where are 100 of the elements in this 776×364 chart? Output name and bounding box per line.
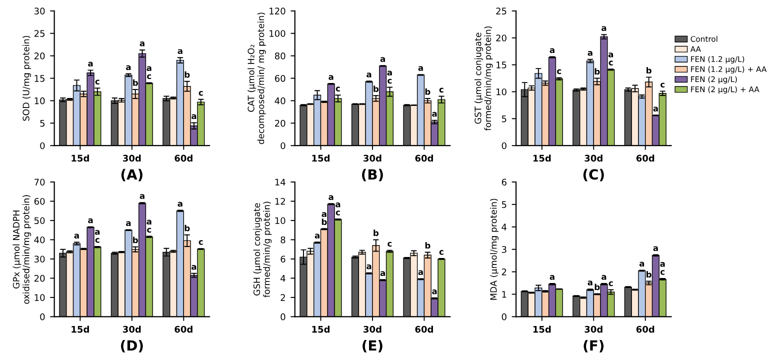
y-tick-label: 0 <box>502 142 506 150</box>
data-label: b <box>425 88 430 95</box>
y-tick-label: 10 <box>34 294 45 301</box>
y-axis-title: CAT (µmol H₂O₂ decomposed/min/ mg protein) <box>248 12 266 144</box>
data-label: c <box>95 80 100 84</box>
y-tick-label: 2 <box>502 268 506 276</box>
y-tick-label: 1 <box>502 291 506 298</box>
y-tick-label: 50 <box>34 217 45 224</box>
data-label: a <box>653 246 658 252</box>
data-label: b <box>184 224 190 232</box>
data-label: a c <box>387 70 392 84</box>
y-tick-label: 10 <box>496 88 506 96</box>
y-tick-label: 0 <box>502 313 506 320</box>
x-tick-label: 15d <box>312 154 330 162</box>
x-tick-label: 30d <box>584 154 602 162</box>
data-label: a <box>192 114 196 120</box>
data-label: a <box>418 66 423 71</box>
x-tick-label: 15d <box>72 154 89 162</box>
data-label: a b <box>322 212 327 226</box>
y-tick-label: 60 <box>274 74 286 82</box>
data-label: a <box>140 42 144 46</box>
data-label: a <box>653 106 658 112</box>
y-tick-label: 12 <box>275 198 285 205</box>
y-tick-label: 3 <box>502 246 506 253</box>
data-label: a <box>328 195 334 200</box>
data-label: c <box>198 90 203 96</box>
y-tick-label: 100 <box>270 30 286 37</box>
y-tick-label: 0 <box>280 313 286 320</box>
data-label: a <box>140 194 144 199</box>
y-tick-label: 20 <box>34 274 45 282</box>
x-axis-title: (C) <box>583 168 604 182</box>
data-label: a <box>366 264 372 270</box>
data-label: a <box>550 275 554 280</box>
x-tick-label: 60d <box>636 326 654 333</box>
y-tick-label: 20 <box>34 52 45 60</box>
data-label: a c <box>608 52 614 66</box>
x-tick-label: 60d <box>174 154 192 162</box>
x-tick-label: 30d <box>584 326 602 333</box>
y-tick-label: 70 <box>34 178 45 186</box>
data-label: a <box>314 234 320 238</box>
data-label: b <box>646 67 652 74</box>
data-label: a <box>602 26 606 31</box>
data-label: a <box>178 202 182 207</box>
data-label: a c <box>146 220 152 233</box>
data-label: a <box>432 112 437 117</box>
x-axis-title: (B) <box>362 168 383 182</box>
y-tick-label: 8 <box>280 236 286 244</box>
data-label: c <box>439 250 444 255</box>
data-label: b <box>594 68 600 75</box>
data-label: b <box>374 230 379 236</box>
data-label: c <box>660 82 665 88</box>
y-tick-label: 15 <box>34 75 45 82</box>
data-label: a <box>88 218 93 224</box>
x-tick-label: 30d <box>364 154 382 162</box>
y-tick-label: 20 <box>496 34 506 42</box>
data-label: b <box>133 79 138 86</box>
data-label: a c <box>146 66 152 80</box>
y-axis-title: GSH (µmol conjugate formed/min/g protein) <box>253 202 272 298</box>
data-label: b <box>594 284 600 290</box>
y-tick-label: 25 <box>34 30 45 37</box>
x-tick-label: 30d <box>364 326 382 333</box>
y-tick-label: 14 <box>275 178 286 186</box>
data-label: b <box>374 86 379 92</box>
x-tick-label: 30d <box>123 326 141 333</box>
x-tick-label: 60d <box>174 326 192 333</box>
y-axis-title: MDA (µmol/mg protein) <box>490 198 498 300</box>
data-label: c <box>198 240 203 245</box>
y-tick-label: 0 <box>40 142 45 150</box>
y-tick-label: 6 <box>280 256 286 263</box>
data-label: b <box>646 271 652 278</box>
x-axis-title: (F) <box>584 340 604 352</box>
y-tick-label: 60 <box>34 198 45 205</box>
x-axis-title: (D) <box>121 340 143 352</box>
data-label: a <box>74 234 79 239</box>
y-tick-label: 10 <box>34 97 45 104</box>
y-tick-label: 20 <box>275 120 286 127</box>
data-label: b <box>133 236 138 244</box>
x-tick-label: 60d <box>415 326 433 333</box>
data-label: a <box>639 262 644 267</box>
data-label: a <box>602 275 606 280</box>
x-tick-label: 15d <box>533 154 551 162</box>
data-label: b <box>425 242 430 249</box>
data-label: a <box>192 264 196 270</box>
y-axis-title: GPx (µmol NADPH oxidised/min/mg protein) <box>12 195 32 304</box>
data-label: a c <box>660 262 665 275</box>
data-label: a <box>418 270 423 276</box>
x-tick-label: 60d <box>636 154 654 162</box>
y-tick-label: 2 <box>280 294 285 301</box>
data-label: c <box>388 242 392 247</box>
x-tick-label: 30d <box>123 154 141 162</box>
data-label: a <box>126 65 131 70</box>
y-tick-label: 40 <box>274 97 286 104</box>
data-label: a <box>432 290 437 294</box>
y-tick-label: 30 <box>34 8 45 14</box>
data-label: a c <box>336 202 340 216</box>
x-tick-label: 15d <box>533 326 551 333</box>
y-tick-label: 10 <box>275 217 286 224</box>
data-label: a <box>380 271 385 276</box>
data-label: c <box>557 69 562 74</box>
y-tick-label: 5 <box>502 116 506 122</box>
